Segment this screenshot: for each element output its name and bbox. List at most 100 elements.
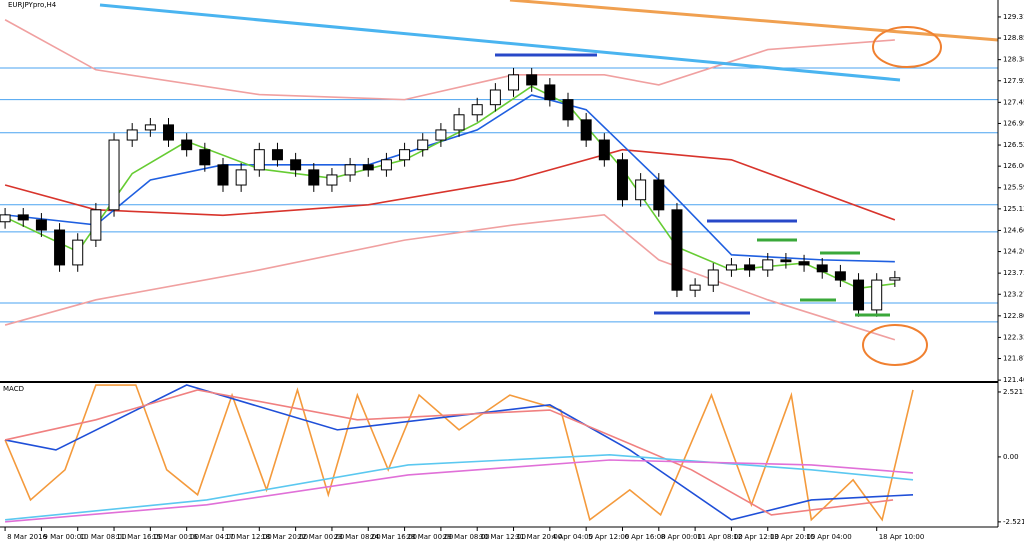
y-tick-label: 128.381 bbox=[1003, 56, 1024, 64]
candle-body bbox=[235, 169, 247, 186]
candle-body bbox=[544, 84, 556, 101]
plot-layer bbox=[0, 19, 998, 523]
y-tick-label: 126.991 bbox=[1003, 119, 1024, 127]
x-tick-label: 13 Apr 20:00 bbox=[770, 533, 816, 541]
x-tick-label: 11 Apr 08:00 bbox=[697, 533, 743, 541]
candle-body bbox=[253, 149, 265, 171]
candle-body bbox=[308, 169, 320, 186]
candle-body bbox=[671, 209, 683, 291]
candle-body bbox=[834, 271, 846, 281]
x-tick-label: 12 Apr 12:00 bbox=[733, 533, 779, 541]
indicator-line bbox=[4, 389, 894, 516]
x-tick-label: 9 Mar 00:00 bbox=[43, 533, 85, 541]
indicator-line bbox=[4, 148, 896, 221]
highlight-circle bbox=[872, 26, 942, 68]
x-tick-label: 4 Apr 04:00 bbox=[552, 533, 593, 541]
candle-body bbox=[798, 261, 810, 266]
candle-body bbox=[853, 279, 865, 311]
x-tick-label: 11 Mar 16:00 bbox=[116, 533, 163, 541]
indicator-line bbox=[4, 384, 914, 521]
candle-body bbox=[144, 124, 156, 131]
candle-body bbox=[598, 139, 610, 161]
y-tick-label: 125.591 bbox=[1003, 184, 1024, 192]
candle-body bbox=[199, 149, 211, 166]
candle-body bbox=[780, 259, 792, 263]
candle-body bbox=[762, 259, 774, 271]
x-tick-label: 16 Mar 04:00 bbox=[189, 533, 236, 541]
candle-body bbox=[508, 74, 520, 91]
y-tick-label: 121.871 bbox=[1003, 355, 1024, 363]
x-tick-label: 8 Apr 00:00 bbox=[661, 533, 702, 541]
candle-body bbox=[653, 179, 665, 211]
candle-body bbox=[471, 104, 483, 116]
y-tick-label: 122.331 bbox=[1003, 333, 1024, 341]
y-tick-label: 124.661 bbox=[1003, 226, 1024, 234]
candle-body bbox=[707, 269, 719, 286]
candle-body bbox=[580, 119, 592, 141]
candle-body bbox=[562, 99, 574, 121]
y-tick-label: 121.401 bbox=[1003, 376, 1024, 384]
y-tick-label: 126.061 bbox=[1003, 162, 1024, 170]
candle-body bbox=[725, 264, 737, 271]
indicator-line bbox=[4, 94, 895, 263]
candle-body bbox=[90, 209, 102, 241]
candle-body bbox=[635, 179, 647, 201]
x-tick-label: 24 Mar 16:00 bbox=[370, 533, 417, 541]
candle-body bbox=[163, 124, 175, 141]
x-tick-label: 29 Mar 08:00 bbox=[443, 533, 490, 541]
candle-body bbox=[54, 229, 66, 266]
y-tick-label: -2.5211 bbox=[1003, 518, 1024, 526]
indicator-line bbox=[5, 454, 914, 521]
y-tick-label: 129.311 bbox=[1003, 13, 1024, 21]
chart-title: EURJPYpro,H4 bbox=[8, 1, 57, 9]
candle-body bbox=[72, 239, 84, 266]
candle-body bbox=[616, 159, 628, 201]
y-tick-label: 2.5211 bbox=[1003, 388, 1024, 396]
x-tick-label: 22 Mar 00:00 bbox=[298, 533, 345, 541]
x-tick-label: 28 Mar 00:00 bbox=[407, 533, 454, 541]
candle-body bbox=[126, 129, 138, 141]
candle-body bbox=[35, 219, 47, 231]
x-tick-label: 6 Apr 16:00 bbox=[624, 533, 665, 541]
x-tick-label: 10 Mar 08:00 bbox=[80, 533, 127, 541]
candle-body bbox=[17, 214, 29, 221]
candle-body bbox=[489, 89, 501, 106]
x-tick-label: 15 Apr 04:00 bbox=[806, 533, 852, 541]
candle-body bbox=[181, 139, 193, 151]
indicator-title: MACD bbox=[3, 385, 24, 393]
y-tick-label: 122.801 bbox=[1003, 312, 1024, 320]
y-tick-label: 128.851 bbox=[1003, 34, 1024, 42]
highlight-circle bbox=[862, 324, 928, 366]
candle-body bbox=[816, 264, 828, 273]
candle-body bbox=[871, 279, 883, 311]
candle-body bbox=[526, 74, 538, 86]
y-tick-label: 127.921 bbox=[1003, 77, 1024, 85]
y-tick-label: 124.201 bbox=[1003, 248, 1024, 256]
indicator-line bbox=[4, 384, 914, 522]
x-tick-label: 17 Mar 12:00 bbox=[225, 533, 272, 541]
trendline bbox=[509, 0, 999, 42]
x-tick-label: 18 Mar 20:00 bbox=[261, 533, 308, 541]
x-tick-label: 31 Mar 20:00 bbox=[516, 533, 563, 541]
indicator-line bbox=[5, 459, 914, 523]
candle-body bbox=[290, 159, 302, 171]
y-tick-label: 125.131 bbox=[1003, 205, 1024, 213]
candle-body bbox=[108, 139, 120, 211]
candle-body bbox=[380, 159, 392, 171]
x-tick-label: 15 Mar 00:00 bbox=[152, 533, 199, 541]
x-tick-label: 18 Apr 10:00 bbox=[879, 533, 925, 541]
candle-body bbox=[326, 174, 338, 186]
candle-body bbox=[0, 214, 11, 223]
candle-body bbox=[417, 139, 429, 151]
indicator-line bbox=[4, 214, 896, 341]
candle-body bbox=[344, 164, 356, 176]
candle-body bbox=[889, 277, 901, 281]
y-tick-label: 0.00 bbox=[1003, 453, 1019, 461]
x-tick-label: 30 Mar 12:00 bbox=[479, 533, 526, 541]
candle-body bbox=[217, 164, 229, 186]
y-tick-label: 123.271 bbox=[1003, 290, 1024, 298]
x-tick-label: 8 Mar 2016 bbox=[7, 533, 47, 541]
y-tick-label: 123.731 bbox=[1003, 269, 1024, 277]
